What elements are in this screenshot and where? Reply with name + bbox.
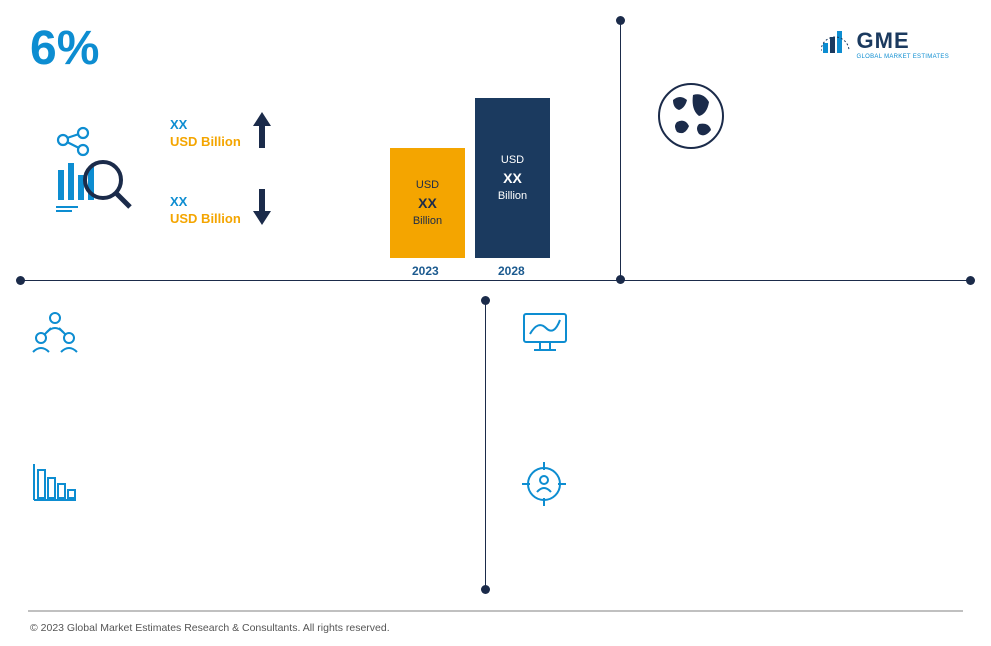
region-heading: The Asia Pacific region will be the Fast… — [745, 80, 961, 119]
quadrant-transmission: Transmission lines will be the dominatin… — [520, 460, 934, 537]
footer-line — [28, 610, 963, 612]
q3-body: In terms of component, the hardware segm… — [96, 506, 440, 535]
quadrant-key-players: Key Players in the Market ABB, Eaton, Si… — [30, 310, 446, 384]
q3-heading: Hardware will be the fastest growing Seg… — [96, 460, 446, 499]
q1-heading: Key Players in the Market — [96, 310, 446, 330]
region-body: Asia Pacific is expected to register the… — [745, 127, 945, 205]
bar1-xx: XX — [418, 194, 437, 212]
globe-icon — [655, 80, 727, 152]
bar-2028: USD XX Billion — [475, 98, 550, 258]
cagr-sublabel: (2023-2028) — [30, 93, 99, 105]
gme-logo: GME GLOBAL MARKET ESTIMATES — [821, 28, 949, 60]
stat-high-xx: XX — [170, 117, 241, 134]
arrow-up-icon — [251, 110, 273, 157]
bar1-unit: Billion — [413, 214, 442, 228]
top-section: 6% CAGR (2023-2028) — [30, 20, 961, 280]
q1-body: ABB, Eaton, Siemens, GE, G&W, S&C, Schne… — [96, 337, 444, 382]
logo-bars-icon — [821, 29, 851, 60]
copyright-text: © 2023 Global Market Estimates Research … — [30, 622, 390, 634]
bar-2023: USD XX Billion — [390, 148, 465, 258]
infographic-container: 6% CAGR (2023-2028) — [0, 0, 991, 646]
horizontal-divider — [20, 280, 971, 281]
stat-low: XX USD Billion — [170, 187, 273, 234]
logo-subtext: GLOBAL MARKET ESTIMATES — [857, 54, 949, 60]
declining-bars-icon — [30, 460, 80, 504]
analytics-icon — [48, 125, 138, 215]
bar-year-2: 2028 — [498, 264, 525, 278]
stat-low-xx: XX — [170, 194, 241, 211]
bar2-xx: XX — [503, 169, 522, 187]
logo-text: GME — [857, 28, 949, 54]
bar-year-1: 2023 — [412, 264, 439, 278]
target-person-icon — [520, 460, 568, 508]
bar2-unit: Billion — [498, 189, 527, 203]
region-text: The Asia Pacific region will be the Fast… — [745, 80, 961, 208]
quadrant-hardware: Hardware will be the fastest growing Seg… — [30, 460, 446, 537]
bar2-usd: USD — [501, 153, 524, 167]
vertical-divider-bottom — [485, 300, 486, 590]
people-icon — [30, 310, 80, 358]
bar-chart: USD XX Billion USD XX Billion 2023 2028 — [380, 80, 580, 280]
cagr-label: CAGR — [30, 77, 99, 93]
stat-low-usd: USD Billion — [170, 211, 241, 228]
region-block: The Asia Pacific region will be the Fast… — [655, 80, 961, 208]
q4-heading: Transmission lines will be the dominatin… — [584, 460, 934, 499]
cagr-block: 6% CAGR (2023-2028) — [30, 25, 99, 105]
stats-block: XX USD Billion XX USD Billion — [170, 110, 273, 264]
monitor-chart-icon — [520, 310, 570, 354]
stat-high: XX USD Billion — [170, 110, 273, 157]
quadrant-software-services: The Software & Services will be the Domi… — [520, 310, 936, 387]
cagr-value: 6% — [30, 25, 99, 73]
vertical-divider-top — [620, 20, 621, 280]
q4-body: In terms of application, transmission li… — [584, 506, 901, 535]
q2-body: In terms of component, the software & se… — [586, 356, 931, 385]
q2-heading: The Software & Services will be the Domi… — [586, 310, 936, 349]
arrow-down-icon — [251, 187, 273, 234]
stat-high-usd: USD Billion — [170, 134, 241, 151]
bar1-usd: USD — [416, 178, 439, 192]
bottom-section: Key Players in the Market ABB, Eaton, Si… — [30, 300, 961, 600]
